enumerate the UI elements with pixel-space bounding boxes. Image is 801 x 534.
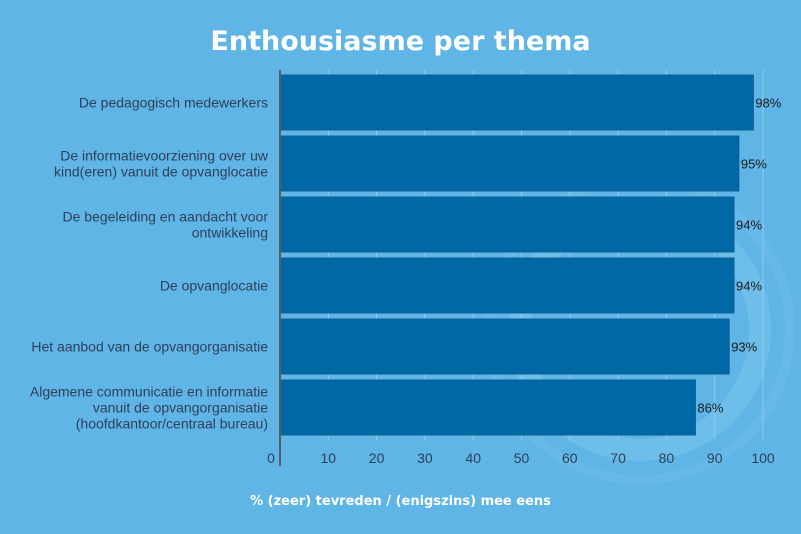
tick-label: 0 — [267, 450, 275, 466]
tick-label: 10 — [321, 450, 337, 466]
tick-label: 50 — [514, 450, 530, 466]
tick-label: 30 — [417, 450, 433, 466]
category-label: kind(eren) vanuit de opvanglocatie — [54, 164, 268, 180]
category-label: De informatievoorziening over uw — [60, 148, 269, 164]
tick-label: 70 — [610, 450, 626, 466]
bar — [279, 196, 735, 253]
category-label: ontwikkeling — [192, 225, 268, 241]
tick-label: 100 — [751, 450, 775, 466]
bar — [279, 257, 735, 314]
data-label: 95% — [741, 157, 767, 172]
bar — [279, 318, 730, 375]
data-label: 94% — [736, 218, 762, 233]
data-label: 93% — [731, 340, 757, 355]
x-axis-label: % (zeer) tevreden / (enigszins) mee eens — [250, 494, 551, 509]
tick-label: 80 — [659, 450, 675, 466]
bar — [279, 74, 754, 131]
bar — [279, 135, 740, 192]
tick-label: 40 — [465, 450, 481, 466]
category-label: De pedagogisch medewerkers — [79, 95, 268, 111]
category-label: Algemene communicatie en informatie — [30, 384, 268, 400]
chart-title: Enthousiasme per thema — [210, 26, 591, 57]
tick-label: 20 — [369, 450, 385, 466]
data-label: 86% — [697, 401, 723, 416]
category-label: De opvanglocatie — [160, 278, 268, 294]
category-label: De begeleiding en aandacht voor — [63, 209, 269, 225]
category-label: (hoofdkantoor/centraal bureau) — [76, 416, 268, 432]
data-label: 94% — [736, 279, 762, 294]
tick-label: 60 — [562, 450, 578, 466]
category-label: Het aanbod van de opvangorganisatie — [31, 339, 268, 355]
data-label: 98% — [755, 96, 781, 111]
bar — [279, 379, 696, 436]
category-label: vanuit de opvangorganisatie — [93, 400, 268, 416]
tick-label: 90 — [707, 450, 723, 466]
